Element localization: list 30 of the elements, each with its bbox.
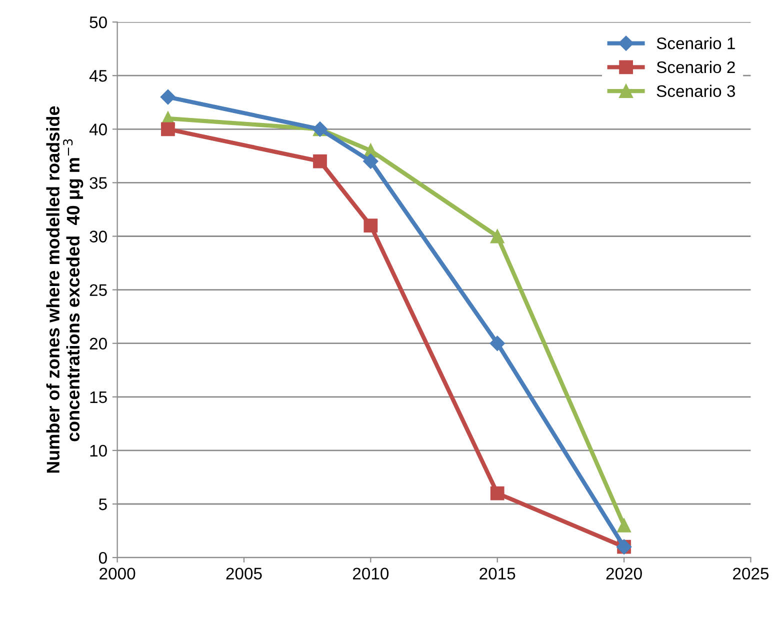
- point: [617, 518, 631, 532]
- point: [364, 218, 378, 232]
- y-tick-label: 0: [98, 552, 107, 564]
- point: [490, 229, 504, 244]
- x-tick-label: 2010: [352, 568, 389, 580]
- legend-label: Scenario 1: [656, 37, 735, 50]
- x-tick-label: 2000: [100, 568, 136, 580]
- x-tick-label: 2025: [733, 568, 769, 580]
- point: [160, 89, 176, 105]
- y-tick-label: 20: [90, 338, 107, 350]
- y-tick-label: 45: [89, 70, 107, 82]
- legend-label: Scenario 2: [656, 60, 735, 74]
- point: [363, 154, 378, 169]
- y-tick-label: 40: [89, 124, 107, 136]
- point: [313, 154, 327, 168]
- legend-label: Scenario 3: [656, 84, 735, 98]
- point: [161, 122, 175, 136]
- y-tick-label: 25: [90, 284, 107, 296]
- y-tick-label: 35: [90, 177, 107, 189]
- x-tick-label: 2020: [606, 568, 642, 580]
- y-tick-label: 15: [90, 391, 107, 404]
- y-tick-label: 50: [90, 16, 107, 28]
- y-tick-label: 5: [98, 498, 107, 510]
- x-tick-label: 2005: [226, 568, 262, 580]
- point: [490, 336, 505, 351]
- x-tick-label: 2015: [480, 568, 516, 580]
- point: [490, 486, 504, 500]
- y-tick-label: 30: [90, 230, 107, 242]
- y-axis-title: Number of zones where modelled roadside concentrations exceded 40 μg m$^{−3}$: [46, 106, 84, 473]
- y-tick-label: 10: [90, 444, 107, 457]
